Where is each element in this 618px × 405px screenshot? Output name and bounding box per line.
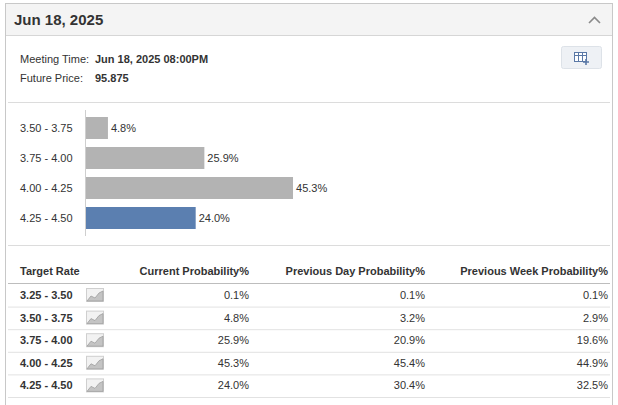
- cell: 32.5%: [577, 379, 608, 391]
- cell: 20.9%: [394, 334, 425, 346]
- cell: 0.1%: [224, 289, 249, 301]
- column-header: Target Rate: [20, 265, 80, 277]
- history-chart-icon[interactable]: [87, 334, 104, 347]
- header-bar: [6, 4, 612, 35]
- history-chart-icon[interactable]: [87, 356, 104, 369]
- panel: [6, 4, 613, 405]
- cell: 30.4%: [394, 379, 425, 391]
- history-chart-icon[interactable]: [87, 289, 104, 302]
- detail-value: 95.875: [95, 72, 129, 84]
- collapse-caret[interactable]: [589, 18, 600, 24]
- header-divider: [6, 35, 612, 36]
- cell: 25.9%: [218, 334, 249, 346]
- probability-table: Target Rate Current Probability% Previous …: [8, 265, 610, 398]
- cell: 2.9%: [583, 312, 608, 324]
- bar: [86, 207, 196, 229]
- detail-value: Jun 18, 2025 08:00PM: [95, 53, 208, 65]
- row-rule: [8, 374, 610, 375]
- data-label: 4.8%: [111, 122, 136, 134]
- header-title: Jun 18, 2025: [14, 11, 103, 28]
- cell: 19.6%: [577, 334, 608, 346]
- section-divider: [8, 245, 610, 246]
- data-label: 24.0%: [199, 212, 230, 224]
- data-label: 25.9%: [207, 152, 238, 164]
- category-label: 4.00 - 4.25: [20, 182, 73, 194]
- row-rule: [8, 397, 610, 398]
- cell: 3.2%: [400, 312, 425, 324]
- row-label: 4.00 - 4.25: [20, 357, 73, 369]
- category-label: 4.25 - 4.50: [20, 212, 73, 224]
- cell: 24.0%: [218, 379, 249, 391]
- add-to-calendar-button[interactable]: [562, 47, 602, 69]
- column-header: Previous Week Probability%: [460, 265, 608, 277]
- history-chart-icon[interactable]: [87, 311, 104, 324]
- category-label: 3.75 - 4.00: [20, 152, 73, 164]
- row-label: 3.50 - 3.75: [20, 312, 73, 324]
- detail-label: Future Price:: [20, 72, 83, 84]
- row-rule: [8, 329, 610, 330]
- section-divider: [8, 102, 610, 103]
- page: Jun 18, 2025 Meeting Time: Jun 18, 2025 08…: [0, 0, 618, 405]
- cell: 44.9%: [577, 357, 608, 369]
- cell: 45.4%: [394, 357, 425, 369]
- chart: 3.50 - 3.75 4.8% 3.75 - 4.00 25.9% 4.00 - 4.…: [20, 110, 327, 236]
- row-rule: [8, 352, 610, 353]
- cell: 45.3%: [218, 357, 249, 369]
- category-label: 3.50 - 3.75: [20, 122, 73, 134]
- column-header: Current Probability%: [140, 265, 250, 277]
- data-label: 45.3%: [296, 182, 327, 194]
- header-rule: [8, 283, 610, 284]
- bar: [86, 147, 204, 169]
- detail-label: Meeting Time:: [20, 53, 89, 65]
- category-axis: [85, 110, 86, 236]
- bars: [86, 117, 293, 229]
- row-rule: [8, 307, 610, 308]
- cell: 0.1%: [400, 289, 425, 301]
- bar: [86, 177, 293, 199]
- row-label: 4.25 - 4.50: [20, 379, 73, 391]
- cell: 4.8%: [224, 312, 249, 324]
- bar: [86, 117, 108, 139]
- row-label: 3.75 - 4.00: [20, 334, 73, 346]
- column-header: Previous Day Probability%: [286, 265, 426, 277]
- row-label: 3.25 - 3.50: [20, 289, 73, 301]
- cell: 0.1%: [583, 289, 608, 301]
- history-chart-icon[interactable]: [87, 379, 104, 392]
